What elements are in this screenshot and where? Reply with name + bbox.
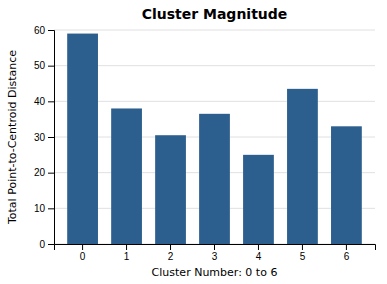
tick: 2 <box>168 244 174 262</box>
bar <box>331 126 362 244</box>
tick: 3 <box>212 244 218 262</box>
y-axis: 0 10 20 30 40 50 60 <box>34 25 55 250</box>
tick-mark <box>48 208 54 209</box>
chart: 0 10 20 30 40 50 60 0 1 2 3 4 5 6 Cluster Magnitude Clu… <box>0 0 387 284</box>
tick-mark <box>346 244 347 250</box>
tick: 40 <box>34 96 54 107</box>
tick-mark <box>170 244 171 250</box>
tick-mark <box>48 66 54 67</box>
x-axis: 0 1 2 3 4 5 6 <box>55 244 376 262</box>
tick: 30 <box>34 132 54 143</box>
bar <box>67 34 98 244</box>
tick: 6 <box>344 244 350 262</box>
grid-line <box>54 30 375 31</box>
tick-mark <box>214 244 215 250</box>
grid-line <box>54 65 375 66</box>
tick-label: 60 <box>34 25 46 36</box>
bar <box>243 155 274 244</box>
tick: 10 <box>34 203 54 214</box>
tick: 60 <box>34 25 54 36</box>
title: Cluster Magnitude <box>142 6 288 22</box>
tick-label: 0 <box>80 251 86 262</box>
tick-label: 10 <box>34 203 46 214</box>
tick-mark <box>126 244 127 250</box>
tick: 1 <box>124 244 130 262</box>
tick: 5 <box>300 244 306 262</box>
tick: 0 <box>80 244 86 262</box>
tick-mark <box>258 244 259 250</box>
plot: 0 10 20 30 40 50 60 0 1 2 3 4 5 6 <box>34 25 376 262</box>
tick-label: 50 <box>34 60 46 71</box>
tick-mark <box>82 244 83 250</box>
tick-label: 40 <box>34 96 46 107</box>
grid <box>54 30 375 244</box>
x-axis-title: Cluster Number: 0 to 6 <box>152 266 278 279</box>
y-axis-title: Total Point-to-Centroid Distance <box>6 50 19 225</box>
tick-label: 1 <box>124 251 130 262</box>
tick-mark <box>48 101 54 102</box>
tick-mark <box>48 137 54 138</box>
axis-domain <box>48 31 55 245</box>
bar <box>111 108 142 244</box>
tick-mark <box>302 244 303 250</box>
tick-mark <box>48 30 54 31</box>
tick-label: 2 <box>168 251 174 262</box>
tick-mark <box>48 244 54 245</box>
tick: 0 <box>39 239 54 250</box>
tick-label: 20 <box>34 167 46 178</box>
axis-domain <box>55 245 376 251</box>
tick-label: 5 <box>300 251 306 262</box>
tick-label: 3 <box>212 251 218 262</box>
bar <box>287 89 318 244</box>
tick-label: 0 <box>39 239 45 250</box>
tick: 4 <box>256 244 262 262</box>
tick-label: 4 <box>256 251 262 262</box>
tick: 20 <box>34 167 54 178</box>
grid-line <box>54 101 375 102</box>
bars <box>67 34 362 244</box>
tick: 50 <box>34 60 54 71</box>
bar <box>155 135 186 244</box>
tick-label: 6 <box>344 251 350 262</box>
tick-mark <box>48 173 54 174</box>
tick-label: 30 <box>34 132 46 143</box>
bar <box>199 114 230 244</box>
